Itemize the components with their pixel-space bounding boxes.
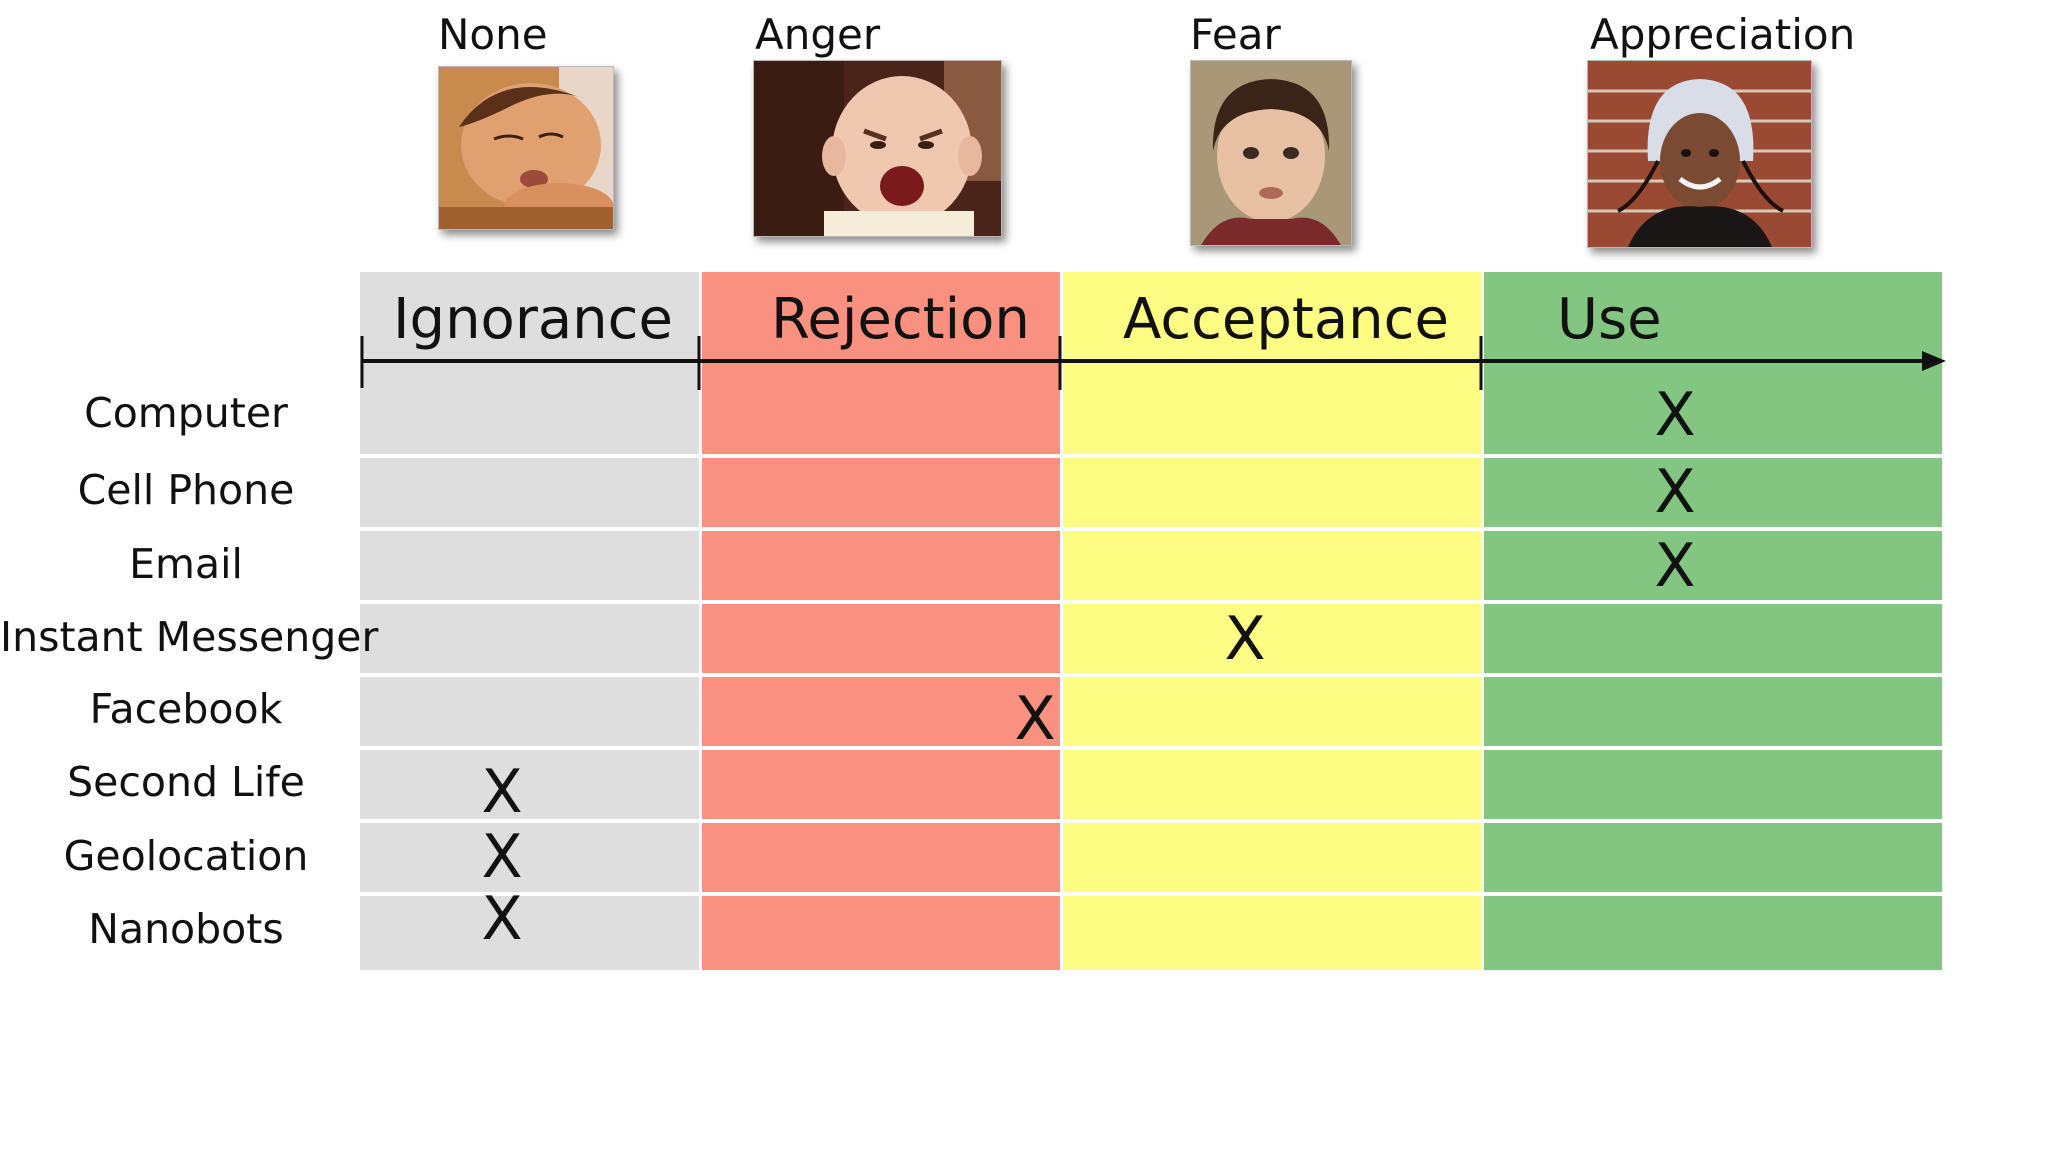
row-divider (360, 600, 1942, 604)
row-divider (360, 892, 1942, 896)
mark-nanobots: X (481, 884, 523, 954)
row-label-computer: Computer (84, 389, 288, 437)
row-label-instant-messenger: Instant Messenger (0, 613, 379, 661)
row-divider (360, 819, 1942, 823)
row-label-cell-phone: Cell Phone (77, 466, 295, 514)
column-divider (699, 272, 702, 970)
sleeping-child-photo (438, 66, 614, 230)
row-label-second-life: Second Life (67, 758, 305, 806)
row-label-geolocation: Geolocation (63, 832, 309, 880)
row-label-nanobots: Nanobots (88, 905, 284, 953)
column-divider (1060, 272, 1063, 970)
mark-instant-messenger: X (1224, 604, 1266, 674)
angry-baby-photo (753, 60, 1002, 237)
row-divider (360, 746, 1942, 750)
stage-label-use: Use (1557, 287, 1662, 352)
band-rejection (701, 272, 1062, 970)
mark-email: X (1654, 531, 1696, 601)
row-divider (360, 527, 1942, 531)
band-acceptance (1062, 272, 1483, 970)
row-label-email: Email (129, 540, 243, 588)
band-ignorance (360, 272, 701, 970)
emotion-label-none: None (438, 10, 548, 59)
stage-label-rejection: Rejection (771, 287, 1030, 352)
row-divider (360, 454, 1942, 458)
mark-facebook: X (1014, 684, 1056, 754)
emotion-label-appreciation: Appreciation (1590, 10, 1856, 59)
column-divider (1481, 272, 1484, 970)
smiling-girl-photo (1587, 60, 1812, 248)
fearful-boy-photo (1190, 60, 1352, 246)
stage-label-acceptance: Acceptance (1123, 287, 1449, 352)
row-label-facebook: Facebook (89, 685, 283, 733)
emotion-label-anger: Anger (755, 10, 881, 59)
mark-geolocation: X (481, 822, 523, 892)
stage-label-ignorance: Ignorance (393, 287, 673, 352)
mark-second-life: X (481, 757, 523, 827)
row-divider (360, 673, 1942, 677)
mark-computer: X (1654, 380, 1696, 450)
emotion-label-fear: Fear (1190, 10, 1281, 59)
mark-cell-phone: X (1654, 457, 1696, 527)
band-use (1483, 272, 1942, 970)
